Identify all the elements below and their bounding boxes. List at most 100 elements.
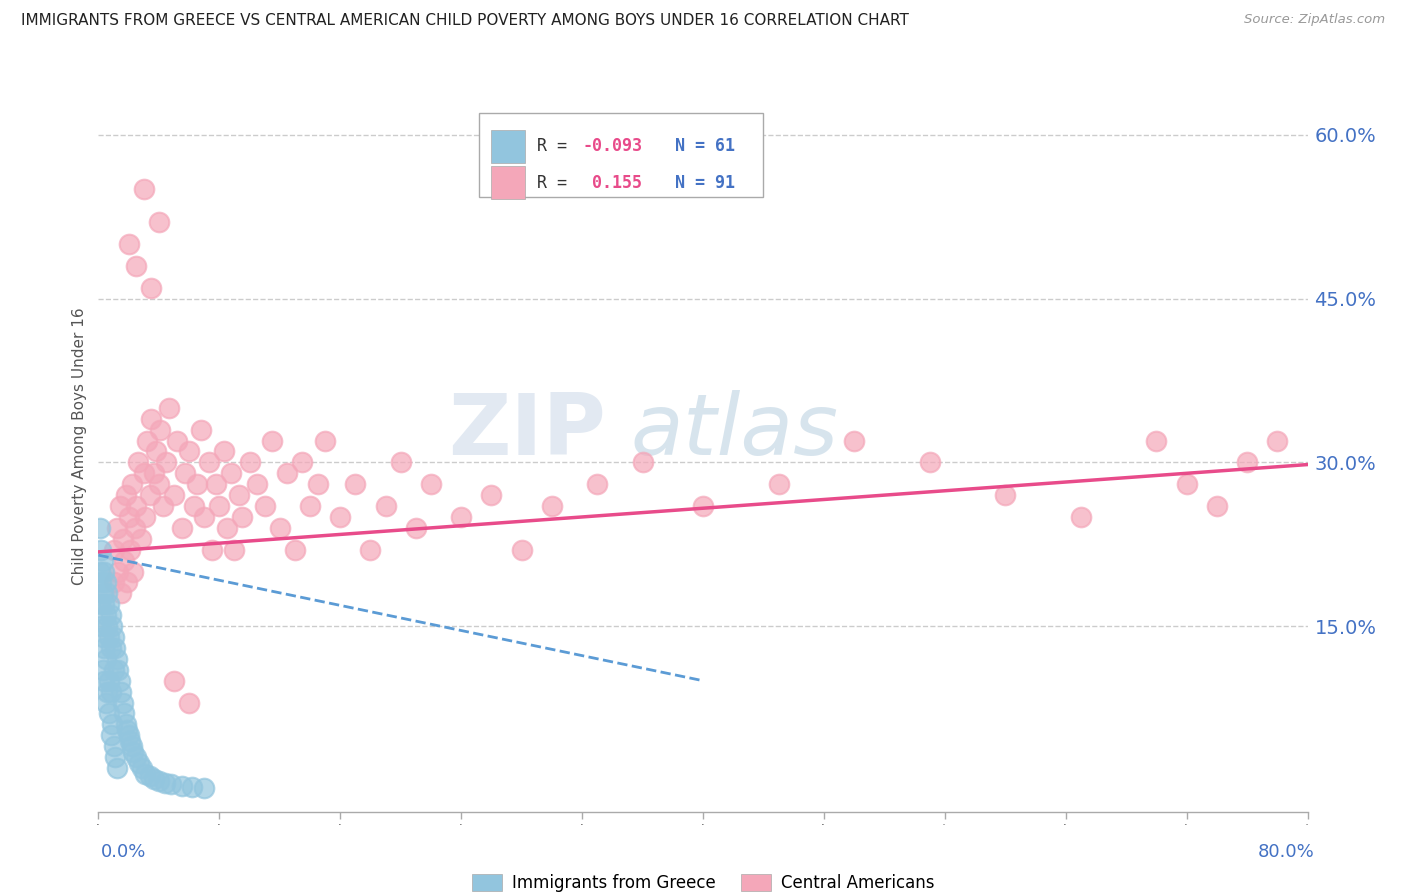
- Point: [100, 640, 122, 655]
- Bar: [479, 113, 763, 197]
- Point: [420, 477, 443, 491]
- Point: [94, 575, 117, 590]
- Point: [1070, 510, 1092, 524]
- Point: [166, 434, 188, 448]
- Point: [120, 542, 142, 557]
- Point: [139, 769, 162, 783]
- Point: [586, 477, 609, 491]
- Point: [197, 455, 219, 469]
- Point: [148, 477, 170, 491]
- Point: [186, 477, 208, 491]
- Point: [125, 750, 148, 764]
- Y-axis label: Child Poverty Among Boys Under 16: Child Poverty Among Boys Under 16: [72, 307, 87, 585]
- Point: [89, 521, 111, 535]
- Point: [179, 444, 201, 458]
- Point: [112, 706, 135, 721]
- Point: [481, 488, 503, 502]
- Point: [115, 575, 138, 590]
- Point: [134, 766, 156, 780]
- Point: [141, 281, 163, 295]
- Point: [215, 521, 238, 535]
- Point: [118, 510, 141, 524]
- Point: [93, 565, 115, 579]
- Point: [143, 772, 166, 786]
- Point: [115, 723, 138, 737]
- Point: [90, 575, 112, 590]
- Point: [1175, 477, 1198, 491]
- Point: [103, 575, 125, 590]
- Text: N = 61: N = 61: [655, 137, 734, 155]
- Point: [91, 586, 114, 600]
- Point: [201, 542, 224, 557]
- Point: [918, 455, 941, 469]
- Point: [112, 554, 135, 568]
- Point: [1236, 455, 1258, 469]
- Point: [96, 684, 118, 698]
- Point: [143, 467, 166, 481]
- Bar: [492, 129, 526, 162]
- Point: [103, 542, 125, 557]
- Point: [94, 608, 117, 623]
- Point: [1144, 434, 1167, 448]
- Point: [181, 780, 204, 794]
- Point: [246, 477, 269, 491]
- Text: 0.0%: 0.0%: [101, 843, 146, 861]
- Point: [110, 586, 132, 600]
- Point: [128, 756, 150, 770]
- Point: [94, 652, 117, 666]
- Point: [155, 455, 177, 469]
- Text: -0.093: -0.093: [582, 137, 643, 155]
- Point: [148, 774, 170, 789]
- Point: [193, 510, 215, 524]
- Point: [132, 467, 155, 481]
- Point: [844, 434, 866, 448]
- Point: [148, 215, 170, 229]
- Point: [124, 521, 146, 535]
- Point: [179, 696, 201, 710]
- Point: [994, 488, 1017, 502]
- Point: [94, 696, 117, 710]
- Point: [1267, 434, 1289, 448]
- Point: [149, 423, 172, 437]
- Point: [100, 728, 122, 742]
- Point: [93, 640, 115, 655]
- Point: [170, 521, 193, 535]
- Point: [631, 455, 654, 469]
- Point: [153, 776, 176, 790]
- Point: [108, 673, 131, 688]
- Point: [374, 499, 396, 513]
- Point: [228, 488, 250, 502]
- Text: 0.155: 0.155: [582, 174, 643, 192]
- Point: [163, 673, 186, 688]
- Point: [98, 673, 121, 688]
- Point: [307, 477, 329, 491]
- Point: [105, 652, 128, 666]
- Point: [205, 477, 228, 491]
- Point: [105, 521, 128, 535]
- Text: R =: R =: [537, 137, 578, 155]
- Point: [208, 499, 231, 513]
- Point: [291, 455, 314, 469]
- Point: [122, 745, 145, 759]
- Text: Source: ZipAtlas.com: Source: ZipAtlas.com: [1244, 13, 1385, 27]
- Bar: [492, 166, 526, 199]
- Point: [114, 488, 136, 502]
- Point: [768, 477, 790, 491]
- Point: [103, 739, 125, 754]
- Point: [1206, 499, 1229, 513]
- Point: [253, 499, 276, 513]
- Point: [221, 467, 243, 481]
- Point: [540, 499, 562, 513]
- Legend: Immigrants from Greece, Central Americans: Immigrants from Greece, Central American…: [465, 867, 941, 892]
- Point: [170, 779, 193, 793]
- Point: [224, 542, 246, 557]
- Text: ZIP: ZIP: [449, 390, 606, 473]
- Point: [121, 739, 143, 754]
- Point: [101, 717, 124, 731]
- Point: [145, 444, 167, 458]
- Point: [360, 542, 382, 557]
- Point: [89, 597, 111, 611]
- Point: [103, 663, 125, 677]
- Text: N = 91: N = 91: [655, 174, 734, 192]
- Text: 80.0%: 80.0%: [1258, 843, 1315, 861]
